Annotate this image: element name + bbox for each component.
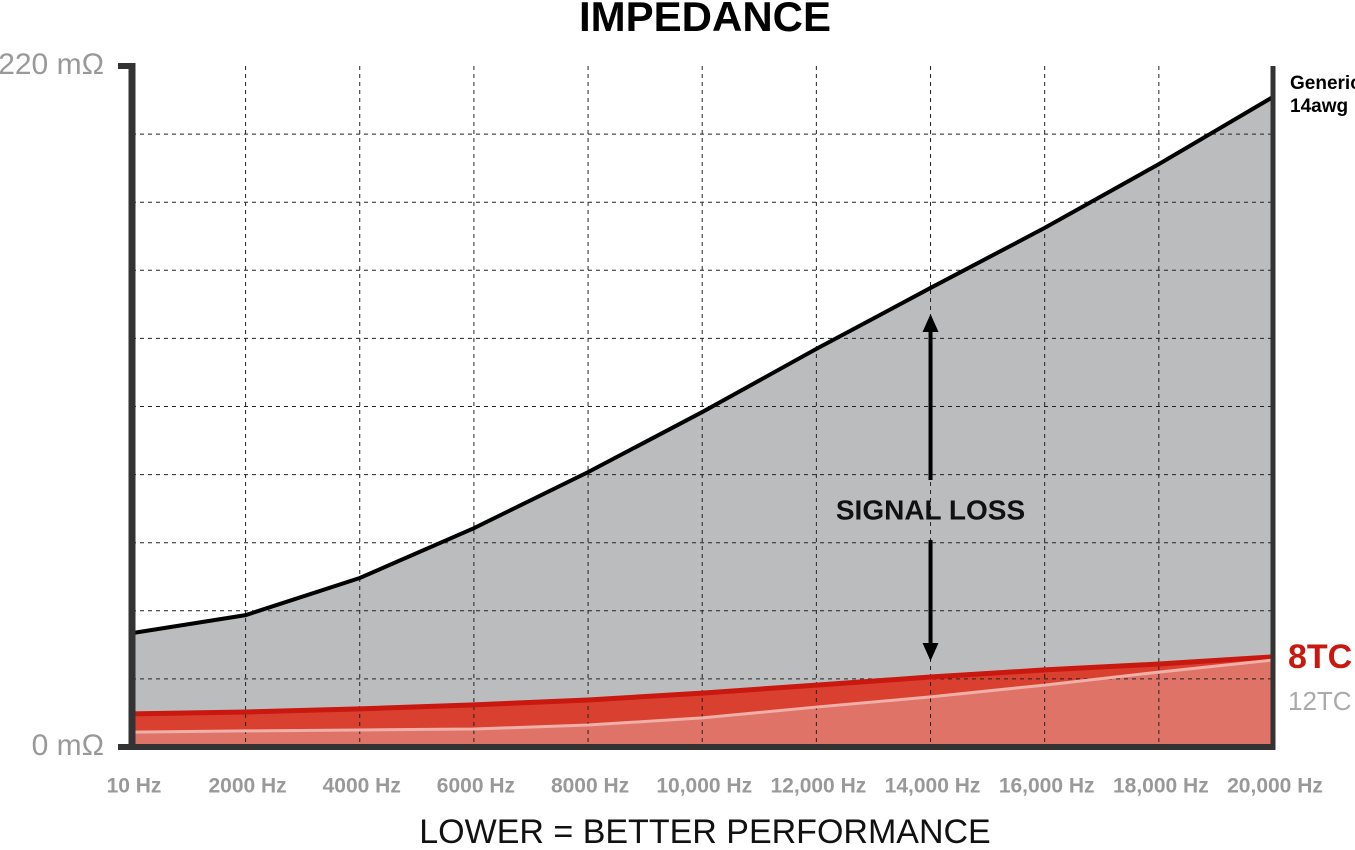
x-tick-label: 2000 Hz	[208, 775, 286, 798]
series-line	[131, 658, 1274, 734]
x-tick-label: 10,000 Hz	[656, 775, 752, 798]
legend-label: 12TC	[1288, 686, 1352, 716]
x-axis-label: LOWER = BETTER PERFORMANCE	[419, 813, 990, 850]
arrow-head	[922, 643, 939, 661]
x-tick-label: 6000 Hz	[437, 775, 515, 798]
x-tick-label: 4000 Hz	[323, 775, 401, 798]
annotation: SIGNAL LOSS	[836, 494, 1025, 525]
y-tick-label: 220 mΩ	[0, 48, 104, 81]
x-tick-label: 20,000 Hz	[1227, 775, 1323, 798]
y-tick-label: 0 mΩ	[32, 729, 104, 762]
arrow-head	[922, 314, 939, 332]
legend-label: Generic 14awg	[1290, 73, 1355, 117]
series-line	[131, 654, 1274, 717]
x-tick-label: 8000 Hz	[551, 775, 629, 798]
x-tick-label: 18,000 Hz	[1113, 775, 1209, 798]
area-fill	[132, 660, 1273, 747]
series-line	[131, 95, 1275, 636]
legend-label: 8TC	[1288, 638, 1353, 676]
chart-title: IMPEDANCE	[579, 0, 831, 40]
x-tick-label: 12,000 Hz	[771, 775, 867, 798]
x-tick-label: 14,000 Hz	[885, 775, 981, 798]
x-tick-label: 10 Hz	[107, 775, 162, 798]
x-tick-label: 16,000 Hz	[999, 775, 1095, 798]
